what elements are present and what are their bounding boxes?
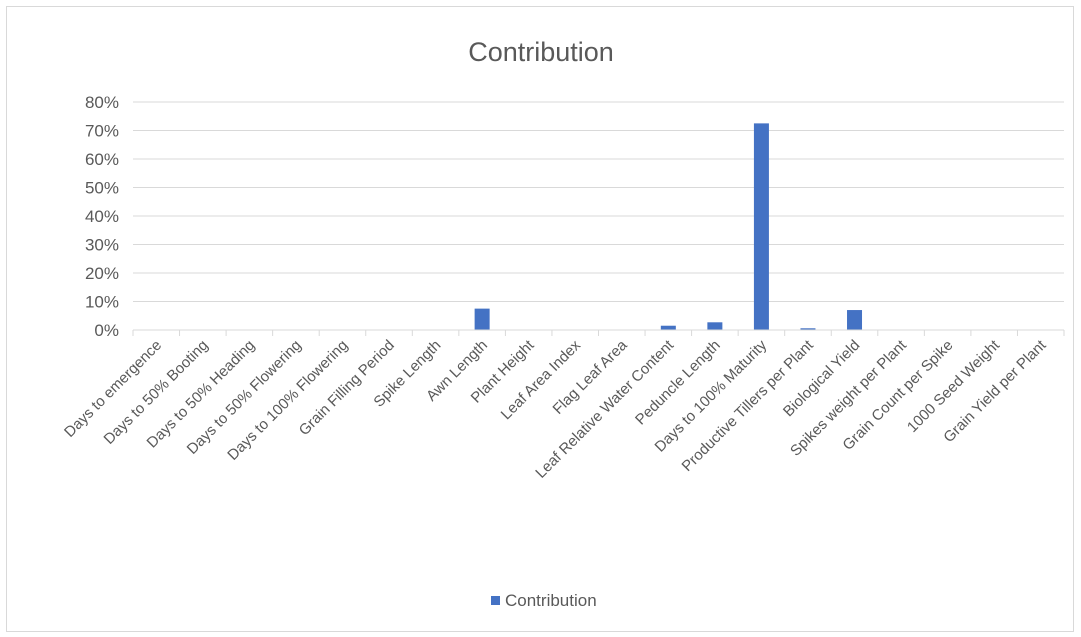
gridlines bbox=[133, 101, 1064, 302]
bar bbox=[474, 308, 490, 330]
bars bbox=[474, 123, 863, 330]
y-tick-label: 80% bbox=[85, 93, 119, 112]
legend-label: Contribution bbox=[505, 591, 597, 610]
y-axis-ticks: 0% 10% 20% 30% 40% 50% 60% 70% 80% bbox=[85, 93, 119, 340]
x-axis bbox=[132, 329, 1065, 336]
bar bbox=[753, 123, 769, 330]
y-tick-label: 0% bbox=[94, 321, 119, 340]
legend: Contribution bbox=[491, 591, 597, 610]
y-tick-label: 70% bbox=[85, 122, 119, 141]
y-tick-label: 40% bbox=[85, 207, 119, 226]
bar bbox=[847, 310, 863, 330]
bar bbox=[800, 328, 816, 330]
y-tick-label: 60% bbox=[85, 150, 119, 169]
chart-title: Contribution bbox=[468, 37, 614, 67]
bar-chart: Contribution 0%10%20%30%40%50%60%70%80% … bbox=[61, 37, 1065, 610]
y-tick-label: 10% bbox=[85, 293, 119, 312]
chart-frame: Contribution 0% 10% 20% 30% 40% 50% 60% 70% 80% … bbox=[6, 6, 1074, 632]
x-tick-label: Peduncle Length bbox=[632, 337, 724, 429]
bar bbox=[660, 325, 676, 330]
y-tick-label: 50% bbox=[85, 179, 119, 198]
legend-swatch bbox=[491, 596, 500, 605]
bar bbox=[707, 322, 723, 330]
y-tick-label: 30% bbox=[85, 236, 119, 255]
y-tick-label: 20% bbox=[85, 264, 119, 283]
x-tick-label: Leaf Area Index bbox=[498, 336, 585, 423]
